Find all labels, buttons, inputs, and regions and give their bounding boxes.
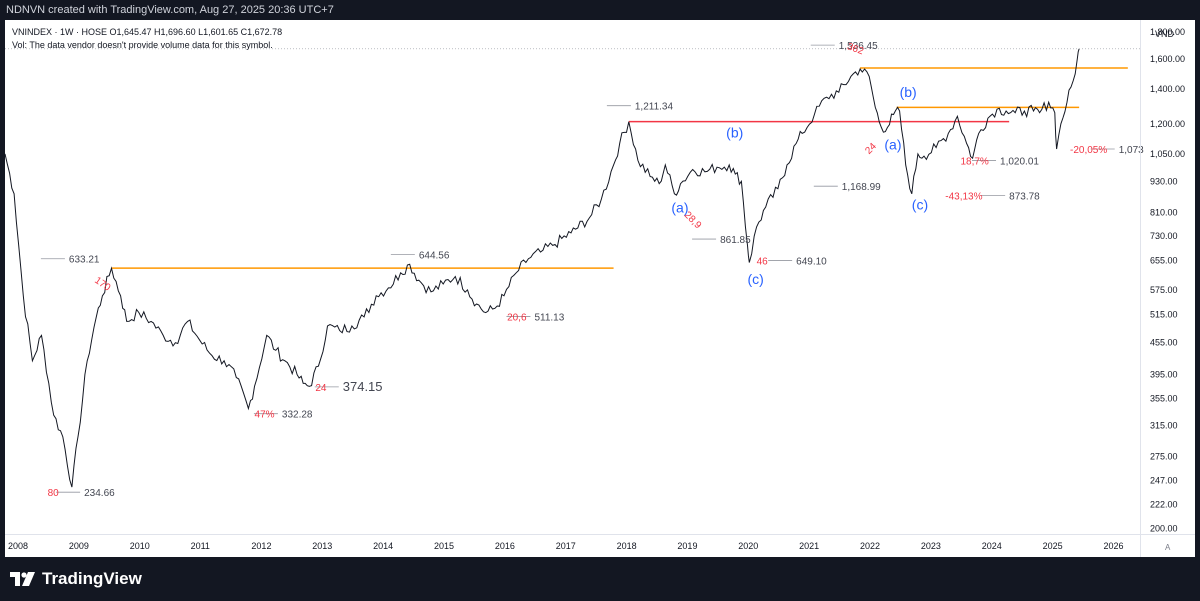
- x-tick-label: 2025: [1043, 541, 1063, 551]
- change-annotation: 18,7%: [960, 156, 988, 167]
- x-tick-label: 2016: [495, 541, 515, 551]
- price-annotation: 861.85: [720, 235, 751, 246]
- chart-area[interactable]: 234.66 633.21 644.56 511.13 332.28 374.15 1,21…: [4, 20, 1195, 557]
- x-tick-label: 2009: [69, 541, 89, 551]
- x-tick-label: 2023: [921, 541, 941, 551]
- price-chart[interactable]: 234.66 633.21 644.56 511.13 332.28 374.15 1,21…: [4, 20, 1195, 557]
- auto-scale-button[interactable]: A: [1165, 543, 1171, 552]
- currency-label: VND: [1155, 29, 1175, 39]
- x-tick-label: 2014: [373, 541, 393, 551]
- x-tick-label: 2018: [617, 541, 637, 551]
- y-tick-label: 1,400.00: [1150, 84, 1185, 94]
- elliott-wave-label: (c): [912, 197, 928, 213]
- x-tick-label: 2015: [434, 541, 454, 551]
- y-tick-label: 1,200.00: [1150, 119, 1185, 129]
- price-annotation: 644.56: [419, 251, 450, 262]
- elliott-wave-label: (a): [884, 137, 901, 153]
- y-tick-label: 1,800.00: [1150, 27, 1185, 37]
- price-annotation: 1,020.01: [1000, 156, 1039, 167]
- tradingview-logo: TradingView: [10, 569, 142, 589]
- footer-bar: TradingView: [0, 557, 1200, 601]
- y-tick-label: 275.00: [1150, 451, 1178, 461]
- y-tick-label: 730.00: [1150, 231, 1178, 241]
- y-tick-label: 655.00: [1150, 255, 1178, 265]
- x-tick-label: 2024: [982, 541, 1002, 551]
- x-tick-label: 2022: [860, 541, 880, 551]
- price-annotation: 374.15: [343, 379, 383, 394]
- y-tick-label: 930.00: [1150, 176, 1178, 186]
- brand-name: TradingView: [42, 569, 142, 588]
- volume-note: Vol: The data vendor doesn't provide vol…: [12, 40, 273, 50]
- x-tick-label: 2026: [1103, 541, 1123, 551]
- x-tick-label: 2008: [8, 541, 28, 551]
- tradingview-logo-icon: [10, 572, 35, 586]
- change-annotation: 362: [845, 41, 865, 57]
- price-annotation: 1,536.45: [839, 41, 878, 52]
- created-by-text: NDNVN created with TradingView.com, Aug …: [6, 4, 334, 16]
- elliott-wave-label: (b): [900, 84, 917, 100]
- change-annotation: 47%: [255, 410, 275, 421]
- y-tick-label: 515.00: [1150, 310, 1178, 320]
- y-tick-label: 1,600.00: [1150, 54, 1185, 64]
- price-annotation: 332.28: [282, 410, 313, 421]
- elliott-wave-label: (c): [747, 271, 763, 287]
- change-annotation: 170: [92, 275, 112, 294]
- y-tick-label: 455.00: [1150, 338, 1178, 348]
- x-tick-label: 2021: [799, 541, 819, 551]
- symbol-ohlc-line: VNINDEX · 1W · HOSE O1,645.47 H1,696.60 …: [12, 27, 283, 37]
- x-tick-label: 2011: [191, 541, 210, 551]
- price-annotation: 649.10: [796, 256, 827, 267]
- elliott-wave-label: (b): [726, 124, 743, 140]
- change-annotation: 20,6: [507, 312, 527, 323]
- change-annotation: 24: [315, 383, 327, 394]
- price-annotation: 1,211.34: [635, 102, 674, 113]
- price-annotation: 873.78: [1009, 191, 1040, 202]
- x-tick-label: 2012: [251, 541, 271, 551]
- y-tick-label: 355.00: [1150, 394, 1178, 404]
- price-annotation: 234.66: [84, 488, 115, 499]
- y-tick-label: 315.00: [1150, 421, 1178, 431]
- change-annotation: 46: [757, 256, 769, 267]
- x-tick-label: 2019: [677, 541, 697, 551]
- elliott-wave-label: (a): [671, 199, 688, 215]
- price-annotation: 633.21: [69, 255, 100, 266]
- x-tick-label: 2020: [738, 541, 758, 551]
- x-tick-label: 2013: [312, 541, 332, 551]
- change-annotation: 24: [863, 141, 879, 157]
- price-annotation: 1,073: [1119, 145, 1144, 156]
- y-tick-label: 810.00: [1150, 207, 1178, 217]
- x-tick-label: 2017: [556, 541, 576, 551]
- y-tick-label: 247.00: [1150, 476, 1178, 486]
- price-series-line: [4, 48, 1080, 488]
- change-annotation: -43,13%: [945, 191, 982, 202]
- price-annotation: 511.13: [534, 312, 564, 323]
- y-tick-label: 395.00: [1150, 370, 1178, 380]
- y-tick-label: 575.00: [1150, 285, 1178, 295]
- snapshot-header: NDNVN created with TradingView.com, Aug …: [0, 0, 1200, 20]
- price-annotation: 1,168.99: [842, 182, 881, 193]
- y-tick-label: 222.00: [1150, 500, 1178, 510]
- y-tick-label: 1,050.00: [1150, 149, 1185, 159]
- change-annotation: 80: [48, 488, 60, 499]
- x-tick-label: 2010: [130, 541, 150, 551]
- y-tick-label: 200.00: [1150, 523, 1178, 533]
- change-annotation: -20,05%: [1070, 145, 1107, 156]
- chart-legend: VNINDEX · 1W · HOSE O1,645.47 H1,696.60 …: [12, 26, 282, 52]
